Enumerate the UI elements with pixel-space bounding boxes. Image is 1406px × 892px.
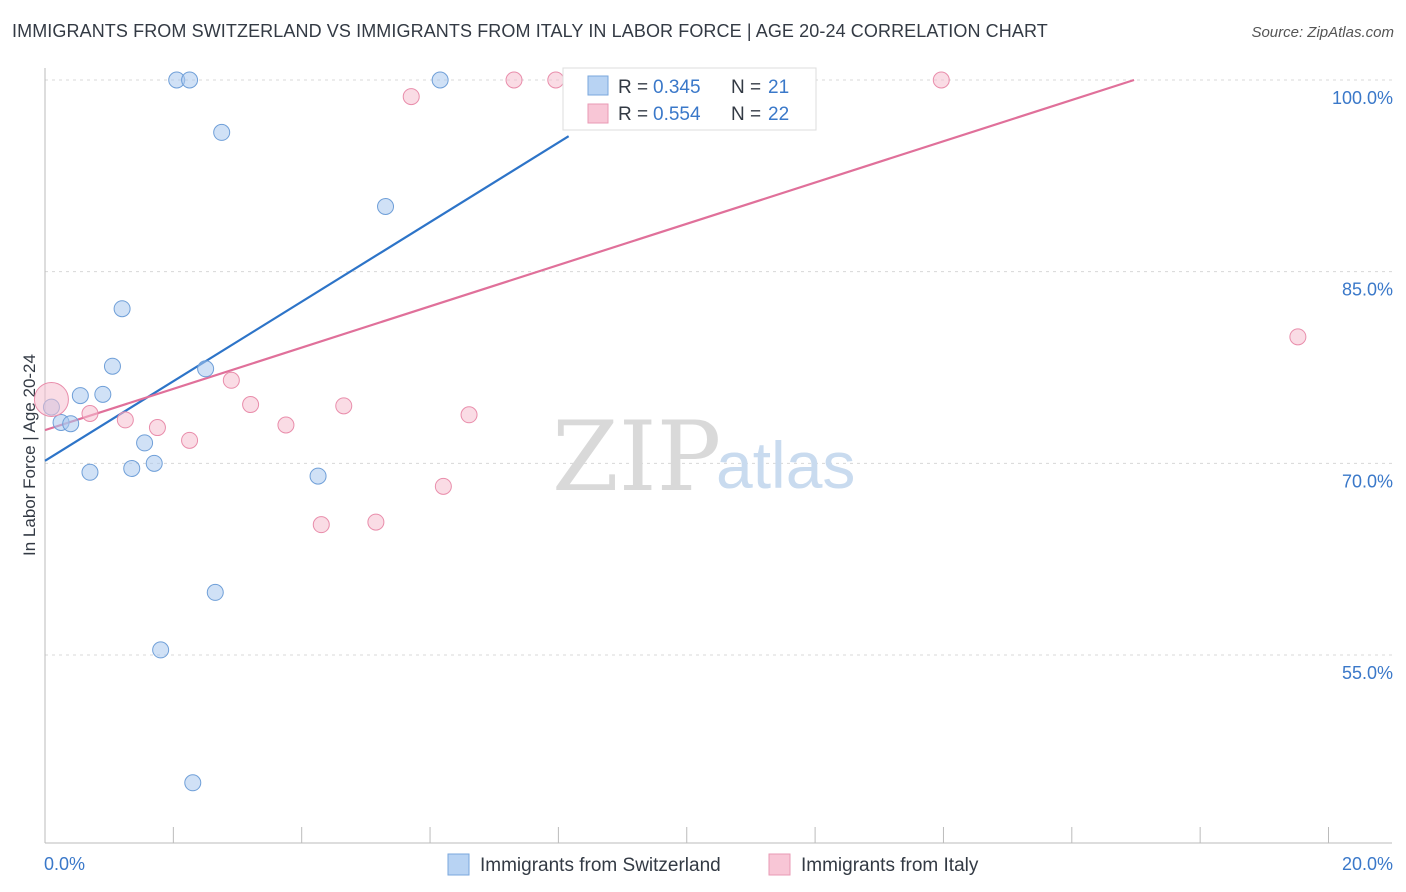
y-tick-labels: 100.0% 85.0% 70.0% 55.0% [1332,88,1393,683]
x-tick-labels: 0.0% 20.0% [44,854,1393,874]
stats-n-value-italy: 22 [768,104,789,125]
stats-r-value-switzerland: 0.345 [653,77,701,98]
point-italy [242,396,260,414]
point-switzerland [94,385,112,403]
point-switzerland [103,357,121,375]
trend-line-switzerland [44,135,570,462]
point-italy [335,397,353,415]
chart-title: IMMIGRANTS FROM SWITZERLAND VS IMMIGRANT… [12,21,1048,41]
watermark: ZIP atlas [552,401,855,513]
point-italy [33,381,69,417]
point-italy [1289,328,1307,346]
point-switzerland [113,300,131,318]
point-switzerland [377,198,395,215]
y-tick-label: 85.0% [1342,280,1393,300]
point-italy [932,71,950,89]
point-italy [547,71,565,89]
y-tick-label: 100.0% [1332,88,1393,108]
watermark-zip: ZIP [552,401,721,513]
point-italy [181,431,199,449]
y-tick-label: 55.0% [1342,663,1393,683]
source-credit: Source: ZipAtlas.com [1251,24,1394,41]
legend-label-italy: Immigrants from Italy [801,855,979,876]
legend-swatch-switzerland [447,853,470,876]
point-italy [222,371,240,389]
x-tick-label: 0.0% [44,854,85,874]
trend-lines [44,78,1135,462]
gridlines [45,79,1392,656]
point-switzerland [152,641,170,659]
point-switzerland [309,467,327,485]
point-switzerland [62,415,80,433]
point-italy [312,516,330,534]
point-switzerland [81,463,99,481]
point-italy [434,477,452,495]
point-switzerland [431,71,449,89]
stats-n-value-switzerland: 21 [768,77,789,98]
point-switzerland [197,360,215,378]
stats-box: R = 0.345 N = 21 R = 0.554 N = 22 [562,67,817,131]
y-tick-label: 70.0% [1342,471,1393,491]
legend-label-switzerland: Immigrants from Switzerland [480,855,721,876]
legend-swatch-italy [768,853,791,876]
point-switzerland [213,123,231,141]
point-italy [116,411,134,429]
point-switzerland [184,774,202,792]
trend-line-italy [44,78,1135,432]
point-switzerland [71,387,89,405]
point-switzerland [206,583,224,601]
stats-swatch-switzerland [587,75,609,96]
point-italy [505,71,523,89]
point-switzerland [136,434,154,452]
stats-n-label-switzerland: N = [731,77,761,98]
point-switzerland [123,459,141,477]
axes [44,68,1392,844]
legend: Immigrants from Switzerland Immigrants f… [447,853,979,876]
point-italy [148,419,166,437]
stats-r-value-italy: 0.554 [653,104,701,125]
point-italy [402,88,420,106]
stats-r-label-switzerland: R = [618,77,648,98]
point-italy [460,406,478,424]
point-italy [277,416,295,434]
stats-r-label-italy: R = [618,104,648,125]
x-tick-label: 20.0% [1342,854,1393,874]
point-italy [367,513,385,531]
point-italy [81,405,99,422]
watermark-atlas: atlas [716,428,855,502]
stats-n-label-italy: N = [731,104,761,125]
point-switzerland [145,454,163,472]
point-switzerland [181,71,199,89]
stats-swatch-italy [587,103,609,124]
